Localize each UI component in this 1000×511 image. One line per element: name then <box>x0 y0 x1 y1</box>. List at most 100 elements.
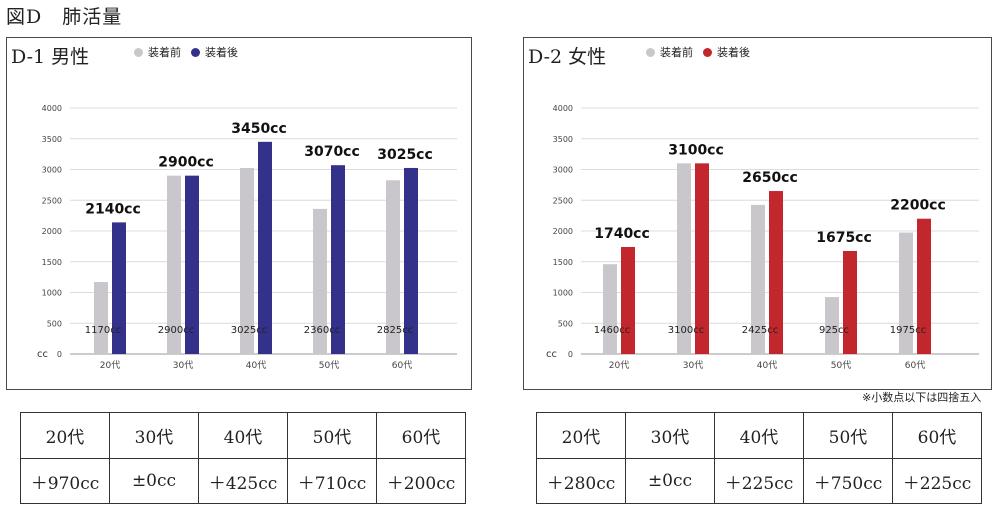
table-header-cell: 30代 <box>109 412 199 459</box>
legend-male: 装着前 装着後 <box>134 44 248 60</box>
data-label-after: 2200cc <box>890 198 946 214</box>
data-label-before: 1460cc <box>594 325 630 336</box>
bar-before <box>603 264 617 354</box>
x-tick-label: 40代 <box>757 360 777 371</box>
data-label-before: 925cc <box>819 325 849 336</box>
table-header-cell: 60代 <box>376 412 466 459</box>
table-cell: ＋225cc <box>892 458 982 504</box>
table-header-cell: 20代 <box>20 412 110 459</box>
x-tick-label: 50代 <box>831 360 851 371</box>
table-row: ＋970cc ±0cc ＋425cc ＋710cc ＋200cc <box>20 458 466 504</box>
table-cell: ＋750cc <box>803 458 893 504</box>
table-header-cell: 50代 <box>803 412 893 459</box>
data-label-before: 3100cc <box>668 325 704 336</box>
legend-label-after: 装着後 <box>205 46 238 59</box>
bar-after <box>769 191 783 354</box>
table-cell: ＋970cc <box>20 458 110 504</box>
y-tick-label: 0 <box>57 350 62 359</box>
table-header-row: 20代 30代 40代 50代 60代 <box>536 412 982 459</box>
bar-before <box>240 167 254 354</box>
bar-before <box>386 180 400 354</box>
chart-title-female: D-2 女性 <box>528 46 607 68</box>
table-header-row: 20代 30代 40代 50代 60代 <box>20 412 466 459</box>
bar-after <box>621 246 635 354</box>
bar-before <box>167 175 181 354</box>
table-cell: ＋200cc <box>376 458 466 504</box>
bar-after <box>695 163 709 354</box>
legend-label-before: 装着前 <box>148 46 181 59</box>
difference-table-female: 20代 30代 40代 50代 60代 ＋280cc ±0cc ＋225cc ＋… <box>536 412 982 504</box>
table-cell: ±0cc <box>109 458 199 504</box>
legend-dot-before <box>134 47 143 57</box>
legend-dot-before <box>646 47 655 57</box>
table-cell: ＋280cc <box>536 458 626 504</box>
legend-dot-after <box>703 47 712 57</box>
rounding-note: ※小数点以下は四捨五入 <box>862 391 982 404</box>
y-axis-unit: cc <box>546 349 557 360</box>
y-tick-label: 3000 <box>553 166 573 175</box>
legend-item-before: 装着前 <box>646 44 693 60</box>
table-header-cell: 40代 <box>198 412 288 459</box>
data-label-after: 2650cc <box>742 170 798 186</box>
legend-label-before: 装着前 <box>660 46 693 59</box>
x-tick-label: 30代 <box>173 360 193 371</box>
chart-male: 0 500 1000 1500 2000 2500 3000 3500 4000 cc 1170cc… <box>37 104 457 371</box>
legend-item-before: 装着前 <box>134 44 181 60</box>
y-tick-label: 1500 <box>553 258 573 267</box>
table-cell: ＋225cc <box>714 458 804 504</box>
data-label-after: 3070cc <box>304 144 360 160</box>
bar-after <box>331 165 345 354</box>
y-tick-label: 2000 <box>42 227 62 236</box>
bar-before <box>677 163 691 354</box>
y-tick-label: 1000 <box>42 289 62 298</box>
chart-panel-male: 0 500 1000 1500 2000 2500 3000 3500 4000 cc 1170cc… <box>6 37 472 390</box>
data-label-before: 3025cc <box>231 325 267 336</box>
y-tick-label: 1000 <box>553 289 573 298</box>
bar-before <box>825 297 839 354</box>
bar-after <box>112 222 126 354</box>
figure-title: 図D 肺活量 <box>6 6 123 28</box>
bar-after <box>258 141 272 354</box>
y-tick-label: 4000 <box>42 104 62 113</box>
y-tick-label: 3000 <box>42 166 62 175</box>
data-label-after: 1740cc <box>594 226 650 242</box>
y-axis-unit: cc <box>37 349 48 360</box>
bar-before <box>313 208 327 354</box>
chart-title-male: D-1 男性 <box>11 46 90 68</box>
bar-after <box>185 175 199 354</box>
x-tick-label: 30代 <box>683 360 703 371</box>
data-label-after: 2900cc <box>158 155 214 171</box>
data-label-before: 1975cc <box>890 325 926 336</box>
table-cell: ＋425cc <box>198 458 288 504</box>
y-tick-label: 1500 <box>42 258 62 267</box>
x-tick-label: 50代 <box>319 360 339 371</box>
table-header-cell: 40代 <box>714 412 804 459</box>
x-tick-label: 60代 <box>905 360 925 371</box>
data-label-after: 1675cc <box>816 230 872 246</box>
y-tick-label: 2500 <box>553 196 573 205</box>
y-tick-label: 0 <box>568 350 573 359</box>
table-header-cell: 60代 <box>892 412 982 459</box>
x-tick-label: 20代 <box>609 360 629 371</box>
data-label-after: 3100cc <box>668 142 724 158</box>
bar-after <box>843 250 857 354</box>
legend-dot-after <box>191 47 200 57</box>
table-cell: ±0cc <box>625 458 715 504</box>
data-label-after: 3450cc <box>231 121 287 137</box>
y-tick-label: 2000 <box>553 227 573 236</box>
y-tick-label: 3500 <box>553 135 573 144</box>
data-label-after: 2140cc <box>85 201 141 217</box>
data-label-before: 1170cc <box>85 325 121 336</box>
y-tick-label: 4000 <box>553 104 573 113</box>
y-tick-label: 500 <box>558 319 573 328</box>
data-label-before: 2425cc <box>742 325 778 336</box>
bar-before <box>899 232 913 354</box>
table-row: ＋280cc ±0cc ＋225cc ＋750cc ＋225cc <box>536 458 982 504</box>
legend-item-after: 装着後 <box>191 44 238 60</box>
bar-after <box>404 167 418 354</box>
y-tick-label: 500 <box>47 319 62 328</box>
table-header-cell: 30代 <box>625 412 715 459</box>
chart-female: 0 500 1000 1500 2000 2500 3000 3500 4000 cc 1460cc… <box>546 104 979 371</box>
x-tick-label: 60代 <box>392 360 412 371</box>
y-tick-label: 2500 <box>42 196 62 205</box>
